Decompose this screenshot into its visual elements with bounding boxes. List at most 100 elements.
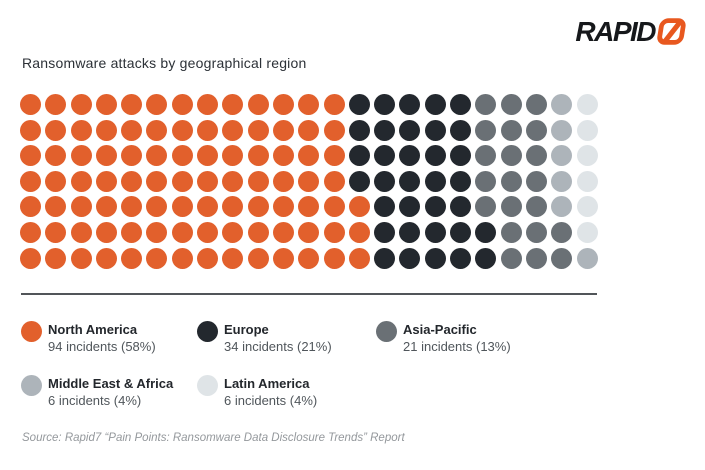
legend-name: Latin America [224,376,310,391]
waffle-dot [551,247,573,269]
waffle-dot [525,119,547,141]
waffle-dot [450,221,472,243]
waffle-dot [171,247,193,269]
waffle-dot [450,94,472,115]
waffle-dot [171,170,193,192]
legend-name: Middle East & Africa [48,376,174,391]
waffle-dot [272,221,294,243]
legend-swatch [376,321,397,342]
waffle-dot [500,94,522,115]
waffle-dot [222,170,244,192]
rapid7-logo-text: RAPID [575,15,656,47]
waffle-dot [222,221,244,243]
waffle-dot [45,170,67,192]
legend-swatch [197,375,218,396]
waffle-dot [45,247,67,269]
legend-label: Latin America 6 incidents (4%) [224,376,317,409]
legend-swatch [21,375,42,396]
waffle-dot [171,196,193,218]
waffle-dot [424,247,446,269]
waffle-dot [551,221,573,243]
waffle-dot [70,221,92,243]
waffle-dot [247,196,269,218]
waffle-dot [424,145,446,167]
legend-item: North America 94 incidents (58%) [21,321,197,355]
waffle-dot [525,221,547,243]
waffle-dot [121,94,143,115]
waffle-dot [20,196,41,218]
waffle-dot [247,221,269,243]
legend-value: 6 incidents (4%) [224,393,318,408]
waffle-dot [95,119,117,141]
waffle-dot [424,119,446,141]
waffle-dot [146,170,168,192]
waffle-dot [247,94,269,115]
waffle-dot [348,94,370,115]
waffle-dot [500,170,522,192]
waffle-dot [298,119,320,141]
waffle-dot [500,247,522,269]
waffle-dot [146,196,168,218]
waffle-dot [450,145,472,167]
waffle-dot [323,170,345,192]
waffle-dot [95,196,117,218]
waffle-dot [374,196,396,218]
waffle-chart [20,94,598,269]
waffle-dot [45,196,67,218]
legend-item: Europe 34 incidents (21%) [197,321,376,355]
waffle-dot [20,221,41,243]
waffle-dot [576,145,598,167]
waffle-dot [95,221,117,243]
waffle-dot [95,170,117,192]
waffle-dot [450,247,472,269]
waffle-dot [475,119,497,141]
waffle-dot [272,196,294,218]
waffle-dot [323,196,345,218]
waffle-dot [222,94,244,115]
legend-label: Middle East & Africa 6 incidents (4%) [48,376,173,409]
waffle-dot [70,119,92,141]
waffle-dot [298,196,320,218]
legend-value: 21 incidents (13%) [403,339,511,354]
waffle-dot [450,196,472,218]
waffle-dot [551,145,573,167]
waffle-dot [146,94,168,115]
waffle-dot [171,119,193,141]
waffle-dot [45,145,67,167]
waffle-dot [70,196,92,218]
legend-name: Asia-Pacific [403,322,477,337]
waffle-dot [475,247,497,269]
waffle-dot [45,94,67,115]
legend-name: Europe [224,322,269,337]
waffle-dot [197,119,219,141]
source-note: Source: Rapid7 “Pain Points: Ransomware … [22,432,405,444]
waffle-dot [247,145,269,167]
rapid7-logo: RAPID [575,17,686,46]
waffle-dot [146,119,168,141]
waffle-dot [121,221,143,243]
legend-value: 94 incidents (58%) [48,339,156,354]
waffle-dot [525,170,547,192]
waffle-dot [20,145,41,167]
waffle-dot [197,221,219,243]
legend-swatch [197,321,218,342]
waffle-dot [70,247,92,269]
waffle-dot [500,119,522,141]
waffle-dot [576,119,598,141]
waffle-dot [399,221,421,243]
waffle-dot [374,247,396,269]
seven-diagonal-shape [662,21,681,44]
waffle-dot [500,196,522,218]
waffle-dot [298,221,320,243]
rapid7-seven-icon [657,18,686,45]
waffle-dot [475,196,497,218]
waffle-dot [348,119,370,141]
waffle-dot [45,119,67,141]
waffle-dot [348,196,370,218]
legend-value: 34 incidents (21%) [224,339,332,354]
seven-box-shape [657,18,686,45]
waffle-dot [348,145,370,167]
waffle-dot [551,196,573,218]
waffle-dot [95,94,117,115]
waffle-dot [121,145,143,167]
